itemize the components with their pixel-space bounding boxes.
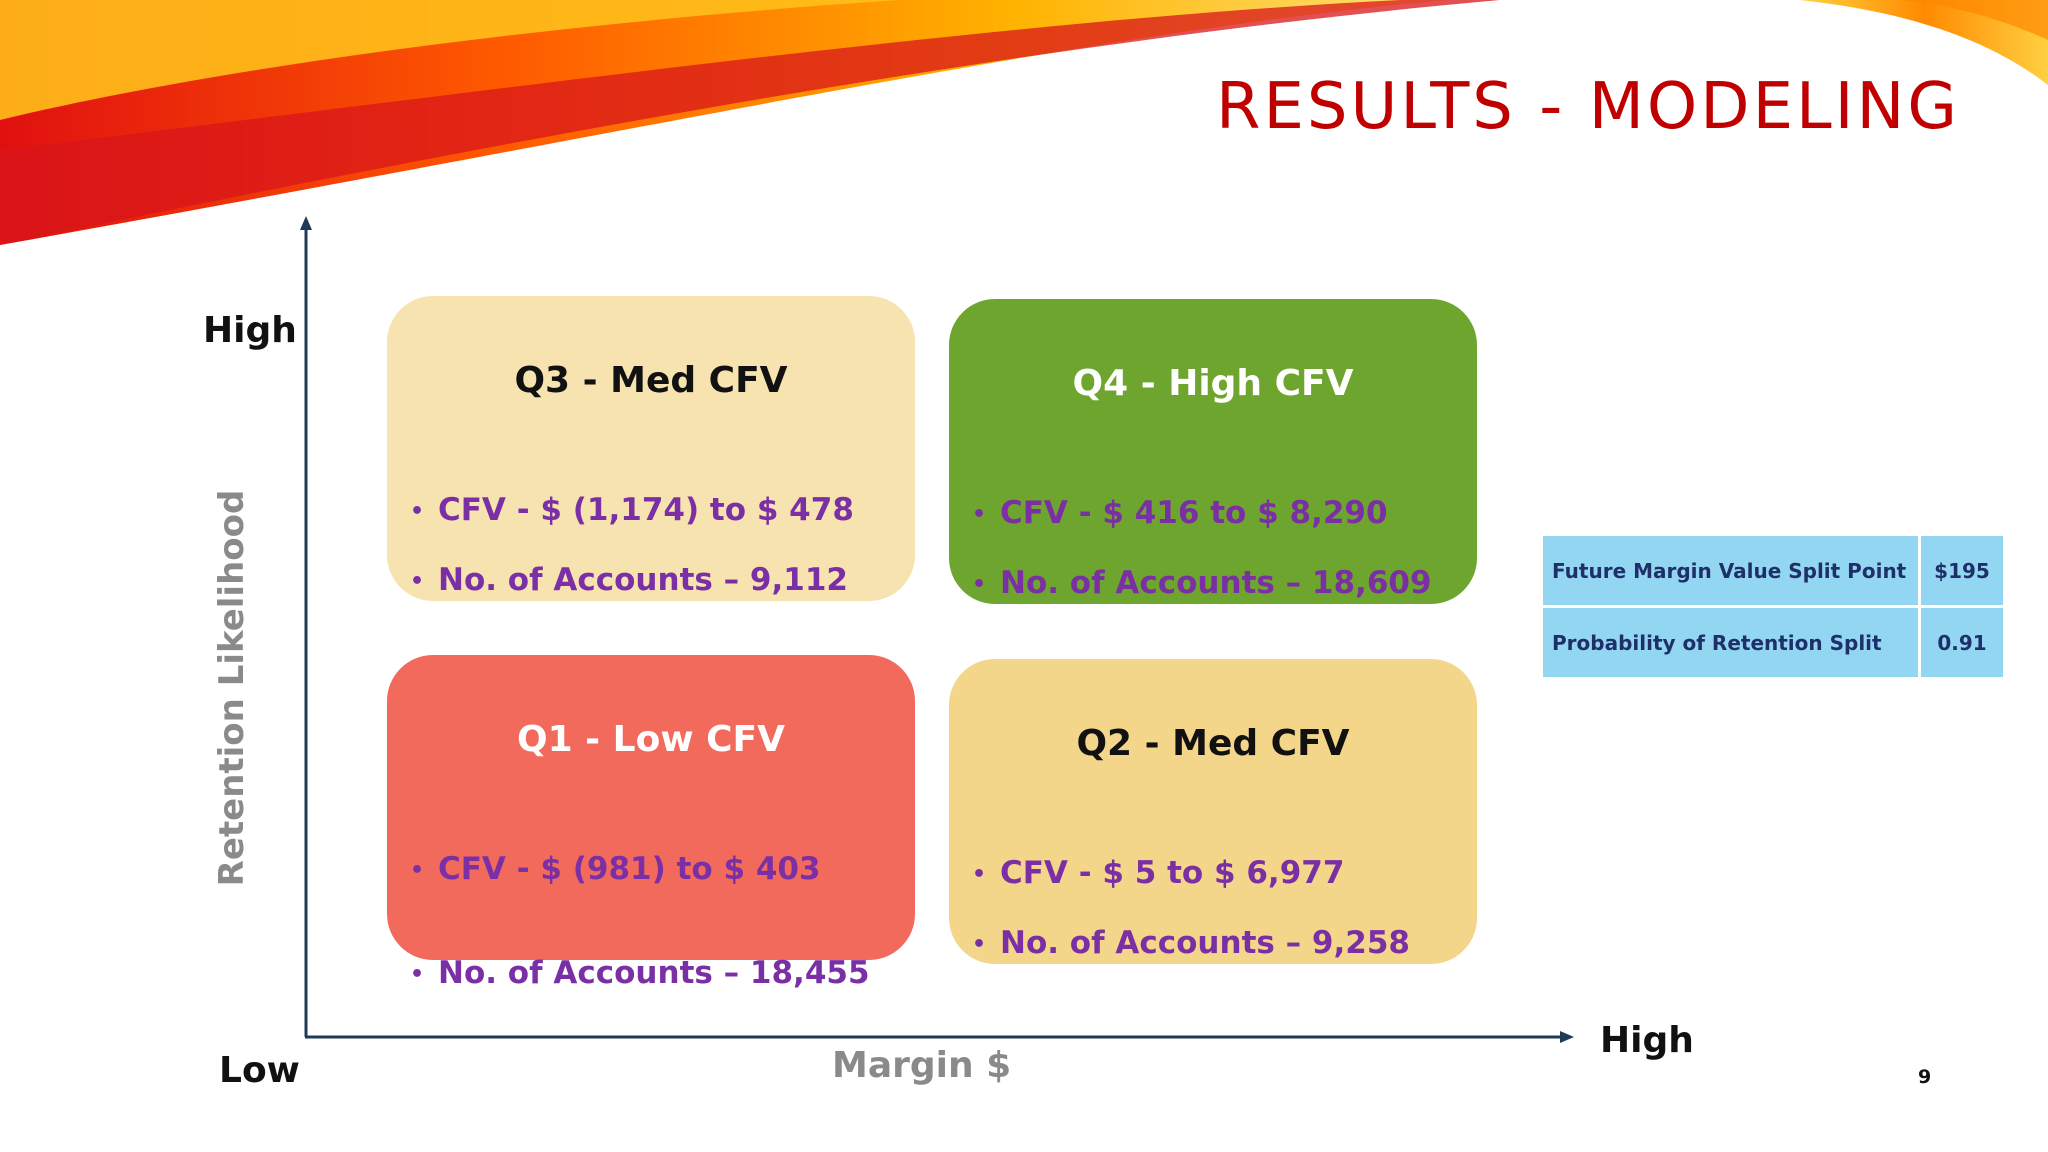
quadrant-title: Q2 - Med CFV bbox=[1076, 723, 1350, 764]
table-row: Future Margin Value Split Point $195 bbox=[1540, 533, 2006, 608]
x-axis-high-label: High bbox=[1600, 1020, 1694, 1061]
table-cell-label: Future Margin Value Split Point bbox=[1540, 533, 1921, 608]
x-axis-arrowhead bbox=[1560, 1031, 1574, 1043]
quadrant-q4: Q4 - High CFV • CFV - $ 416 to $ 8,290 • N… bbox=[949, 299, 1477, 604]
x-axis-title: Margin $ bbox=[832, 1045, 1012, 1086]
slide-title: RESULTS - MODELING bbox=[1215, 70, 1960, 144]
account-count-text: No. of Accounts – 18,609 bbox=[1000, 565, 1432, 601]
account-count-text: No. of Accounts – 9,258 bbox=[1000, 925, 1410, 961]
account-count-text: No. of Accounts – 9,112 bbox=[438, 562, 848, 598]
account-count-bullet: • No. of Accounts – 9,112 bbox=[410, 562, 848, 598]
cfv-range-bullet: • CFV - $ 416 to $ 8,290 bbox=[972, 495, 1388, 531]
bullet-icon: • bbox=[972, 572, 987, 597]
table-row: Probability of Retention Split 0.91 bbox=[1540, 605, 2006, 680]
cfv-range-text: CFV - $ (1,174) to $ 478 bbox=[438, 492, 854, 528]
bullet-icon: • bbox=[410, 962, 425, 987]
y-axis-high-label: High bbox=[203, 310, 297, 351]
split-points-table: Future Margin Value Split Point $195 Pro… bbox=[1540, 533, 2006, 680]
bullet-icon: • bbox=[972, 862, 987, 887]
cfv-range-bullet: • CFV - $ (1,174) to $ 478 bbox=[410, 492, 854, 528]
account-count-bullet: • No. of Accounts – 9,258 bbox=[972, 925, 1410, 961]
bullet-icon: • bbox=[410, 569, 425, 594]
bullet-icon: • bbox=[972, 932, 987, 957]
quadrant-q2: Q2 - Med CFV • CFV - $ 5 to $ 6,977 • No. … bbox=[949, 659, 1477, 964]
account-count-bullet: • No. of Accounts – 18,455 bbox=[410, 955, 870, 991]
bullet-icon: • bbox=[410, 499, 425, 524]
table-cell-value: $195 bbox=[1918, 533, 2006, 608]
quadrant-title: Q3 - Med CFV bbox=[514, 360, 788, 401]
cfv-range-bullet: • CFV - $ (981) to $ 403 bbox=[410, 851, 821, 887]
quadrant-q1: Q1 - Low CFV • CFV - $ (981) to $ 403 • No… bbox=[387, 655, 915, 991]
table-cell-value: 0.91 bbox=[1918, 605, 2006, 680]
account-count-text: No. of Accounts – 18,455 bbox=[438, 955, 870, 991]
quadrant-q3: Q3 - Med CFV • CFV - $ (1,174) to $ 478 •… bbox=[387, 296, 915, 601]
quadrant-title: Q4 - High CFV bbox=[1072, 363, 1354, 404]
decorative-swoosh bbox=[0, 0, 2048, 245]
quadrant-title: Q1 - Low CFV bbox=[517, 719, 785, 760]
y-axis-title: Retention Likelihood bbox=[212, 489, 252, 887]
cfv-range-text: CFV - $ 5 to $ 6,977 bbox=[1000, 855, 1345, 891]
bullet-icon: • bbox=[410, 858, 425, 883]
y-axis-arrowhead bbox=[300, 216, 312, 230]
cfv-range-text: CFV - $ 416 to $ 8,290 bbox=[1000, 495, 1388, 531]
account-count-bullet: • No. of Accounts – 18,609 bbox=[972, 565, 1432, 601]
page-number: 9 bbox=[1918, 1066, 1932, 1088]
x-axis-low-label: Low bbox=[219, 1050, 300, 1091]
bullet-icon: • bbox=[972, 502, 987, 527]
table-cell-label: Probability of Retention Split bbox=[1540, 605, 1921, 680]
cfv-range-text: CFV - $ (981) to $ 403 bbox=[438, 851, 821, 887]
cfv-range-bullet: • CFV - $ 5 to $ 6,977 bbox=[972, 855, 1344, 891]
